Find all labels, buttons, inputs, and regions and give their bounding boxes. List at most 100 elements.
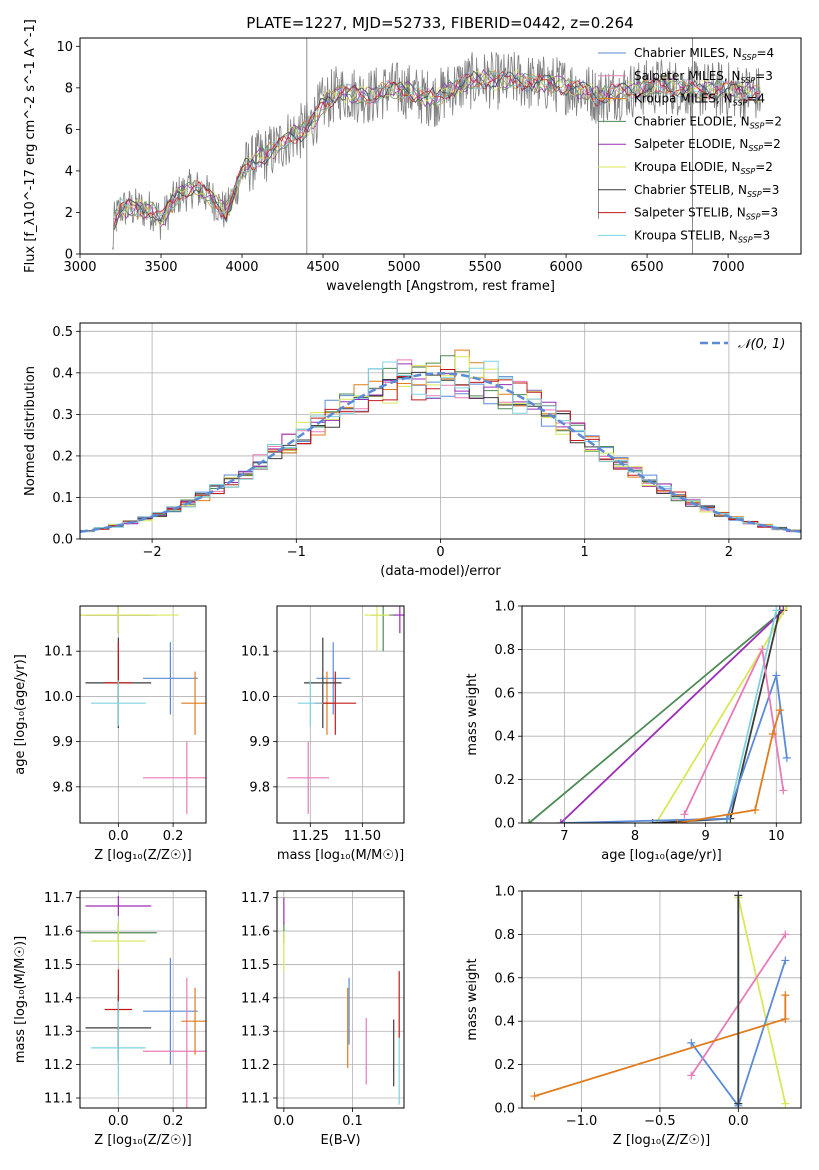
massweight-line	[725, 610, 778, 823]
axes-frame	[79, 605, 207, 824]
y-tick-label: 10	[56, 40, 73, 55]
x-tick-label: 4000	[225, 260, 258, 275]
y-axis-label: mass weight	[465, 673, 480, 755]
legend-label: Kroupa MILES, NSSP=4	[634, 92, 765, 108]
x-axis-label: mass [log₁₀(M/M☉)]	[277, 848, 404, 863]
y-axis-label: age [log₁₀(age/yr)]	[13, 654, 28, 775]
y-tick-label: 11.5	[44, 958, 73, 973]
x-tick-label: −1.0	[566, 1114, 598, 1129]
y-tick-label: 0.0	[494, 1102, 515, 1117]
x-axis-label: Z [log₁₀(Z/Z☉)]	[94, 1133, 191, 1148]
x-tick-label: 11.50	[344, 829, 381, 844]
massweight-marker	[560, 819, 569, 823]
x-tick-label: 11.25	[292, 829, 329, 844]
legend-label: Chabrier ELODIE, NSSP=2	[634, 114, 782, 130]
model-spectrum-line	[113, 74, 761, 225]
massweight-plot-area	[525, 606, 791, 823]
y-tick-label: 1.0	[494, 600, 515, 615]
axes-frame	[79, 37, 802, 255]
x-axis-label: (data-model)/error	[380, 564, 501, 579]
model-spectrum-line	[113, 69, 761, 231]
x-tick-label: 10	[768, 829, 785, 844]
axes-frame	[521, 890, 802, 1109]
legend-label: Chabrier MILES, NSSP=4	[634, 46, 774, 62]
chart-title: PLATE=1227, MJD=52733, FIBERID=0442, z=0…	[246, 14, 633, 32]
massweight-vs-metallicity-panel: −1.0 −0.5 0.0 0.0 0.2 0.4 0.6 0.8 1.0 Z [log₁₀(Z/…	[465, 885, 802, 1148]
y-tick-label: 0.4	[52, 366, 73, 381]
y-axis-label: Flux [f_λ10^-17 erg cm^-2 s^-1 A^-1]	[23, 19, 38, 273]
y-tick-label: 10.1	[241, 645, 270, 660]
legend-label: Kroupa ELODIE, NSSP=2	[634, 160, 773, 176]
x-tick-label: 2	[725, 545, 733, 560]
x-tick-label: 0.0	[728, 1114, 749, 1129]
massweight-line	[655, 606, 788, 823]
x-tick-label: 5000	[387, 260, 420, 275]
x-tick-label: 3000	[63, 260, 96, 275]
massweight-marker	[758, 645, 767, 654]
x-tick-label: 0.0	[274, 1114, 295, 1129]
x-axis-label: Z [log₁₀(Z/Z☉)]	[613, 1133, 710, 1148]
y-tick-label: 11.7	[241, 891, 270, 906]
x-tick-label: 6500	[631, 260, 664, 275]
x-tick-label: −2	[143, 545, 162, 560]
massweight-marker	[775, 706, 784, 715]
y-tick-label: 4	[65, 164, 73, 179]
legend-label: Salpeter STELIB, NSSP=3	[634, 206, 778, 222]
y-tick-label: 10.1	[44, 645, 73, 660]
massweight-marker	[680, 810, 689, 819]
axes-frame	[79, 322, 802, 540]
massweight-line	[737, 897, 787, 1104]
errorbar-plot-area	[80, 896, 206, 1108]
massweight-marker	[781, 930, 790, 939]
spectrum-plot-area	[112, 38, 761, 254]
y-axis-label: mass weight	[465, 958, 480, 1040]
y-tick-label: 11.1	[44, 1091, 73, 1106]
massweight-marker	[781, 991, 790, 1000]
y-tick-label: 11.4	[241, 991, 270, 1006]
errorbar-plot-area	[80, 606, 206, 814]
massweight-line	[560, 609, 784, 823]
y-tick-label: 0.4	[494, 730, 515, 745]
x-tick-label: 4500	[306, 260, 339, 275]
x-tick-label: 5500	[469, 260, 502, 275]
massweight-marker	[687, 1038, 696, 1047]
y-tick-label: 1.0	[494, 885, 515, 900]
x-tick-label: 6000	[550, 260, 583, 275]
massweight-marker	[782, 753, 791, 762]
massweight-marker	[781, 1099, 790, 1108]
y-tick-label: 0.2	[52, 449, 73, 464]
y-tick-label: 2	[65, 206, 73, 221]
massweight-marker	[782, 606, 791, 610]
x-tick-label: 0.0	[108, 1114, 129, 1129]
y-axis-label: Normed distribution	[23, 366, 38, 496]
legend-label: Salpeter ELODIE, NSSP=2	[634, 137, 781, 153]
x-tick-label: 0.0	[108, 829, 129, 844]
y-tick-label: 11.6	[44, 925, 73, 940]
massweight-line	[564, 675, 788, 823]
x-tick-label: 7	[560, 829, 568, 844]
y-tick-label: 0.5	[52, 325, 73, 340]
axes-frame	[276, 605, 405, 824]
massweight-marker	[530, 1092, 539, 1101]
y-tick-label: 11.2	[241, 1058, 270, 1073]
y-tick-label: 0.4	[494, 1015, 515, 1030]
massweight-marker	[772, 606, 781, 615]
y-tick-label: 11.4	[44, 991, 73, 1006]
massweight-marker	[779, 786, 788, 795]
mass-vs-ebv-panel: 0.0 0.1 11.1 11.2 11.3 11.4 11.5 11.6 11.7 E(B-V)	[241, 890, 405, 1148]
x-tick-label: 8	[631, 829, 639, 844]
y-tick-label: 11.6	[241, 925, 270, 940]
massweight-marker	[751, 805, 760, 814]
model-spectrum-line	[113, 71, 761, 218]
y-tick-label: 11.2	[44, 1058, 73, 1073]
x-axis-label: Z [log₁₀(Z/Z☉)]	[94, 848, 191, 863]
age-vs-metallicity-panel: 0.0 0.2 9.8 9.9 10.0 10.1 Z [log₁₀(Z/Z☉)] age […	[13, 605, 207, 863]
y-tick-label: 0.0	[494, 817, 515, 832]
y-tick-label: 10.0	[241, 690, 270, 705]
massweight-line	[677, 709, 781, 823]
massweight-marker	[772, 671, 781, 680]
massweight-plot-area	[530, 891, 790, 1108]
massweight-marker	[781, 1015, 790, 1024]
normal-distribution-curve	[80, 372, 801, 533]
age-vs-mass-panel: 11.25 11.50 9.8 9.9 10.0 10.1 mass [log₁₀(M/M☉…	[241, 605, 405, 863]
